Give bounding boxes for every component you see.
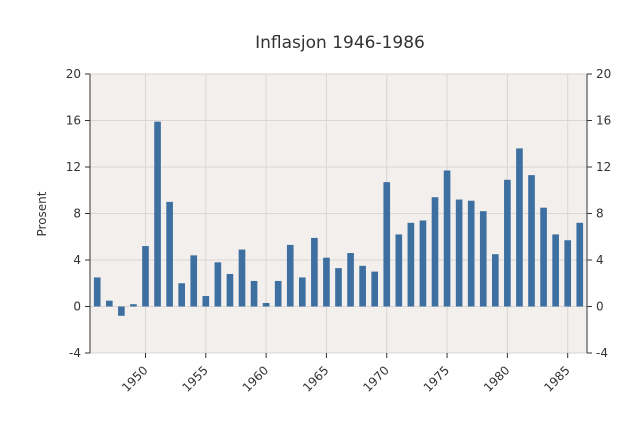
y-tick-label: 20	[66, 67, 81, 81]
bar-1970	[383, 182, 391, 307]
bar-1955	[202, 296, 210, 307]
bar-1949	[130, 304, 137, 307]
bar-1946	[93, 277, 101, 307]
y-tick-label: 8	[73, 207, 81, 221]
bar-1952	[166, 201, 173, 307]
bar-1973	[419, 220, 427, 307]
bar-1974	[431, 197, 439, 307]
bar-1983	[540, 207, 547, 307]
bar-1951	[154, 121, 161, 307]
bar-1961	[274, 280, 282, 307]
x-tick-label: 1965	[300, 363, 331, 394]
bar-1968	[359, 265, 366, 307]
x-tick-label: 1950	[119, 363, 150, 394]
y-tick-label-right: 16	[596, 114, 611, 128]
bar-1981	[516, 148, 523, 307]
bar-1965	[323, 257, 330, 307]
y-tick-label: 16	[66, 114, 81, 128]
bar-1960	[262, 303, 270, 307]
bar-1972	[407, 222, 415, 307]
y-tick-label-right: 20	[596, 67, 611, 81]
bar-1947	[105, 300, 113, 307]
y-tick-label-right: 0	[596, 300, 604, 314]
y-tick-label-right: -4	[596, 346, 608, 360]
bar-1975	[443, 170, 451, 307]
x-tick-label: 1980	[481, 363, 512, 394]
y-tick-label: 12	[66, 160, 81, 174]
bar-1980	[504, 179, 511, 307]
y-tick-label: 4	[73, 253, 81, 267]
bar-1976	[455, 199, 463, 307]
bar-1954	[190, 255, 198, 307]
x-tick-label: 1960	[240, 363, 271, 394]
bar-1957	[226, 273, 234, 307]
y-tick-label: -4	[69, 346, 81, 360]
y-tick-label-right: 8	[596, 207, 604, 221]
bar-1979	[492, 254, 499, 307]
x-tick-label: 1970	[360, 363, 391, 394]
bar-1982	[528, 175, 535, 307]
y-tick-label-right: 12	[596, 160, 611, 174]
bar-1956	[214, 262, 222, 307]
bar-1963	[298, 277, 306, 307]
y-tick-label-right: 4	[596, 253, 604, 267]
bar-1950	[142, 246, 149, 307]
bar-1984	[552, 234, 559, 307]
x-tick-label: 1985	[541, 363, 572, 394]
bar-1986	[576, 222, 584, 307]
y-axis-label: Prosent	[35, 191, 49, 236]
bar-1966	[335, 268, 342, 307]
bar-1958	[238, 249, 246, 307]
bars	[93, 121, 584, 316]
bar-1985	[564, 240, 572, 307]
bar-1967	[347, 253, 354, 307]
x-tick-label: 1955	[179, 363, 210, 394]
bar-1948	[118, 306, 125, 316]
bar-1962	[286, 244, 294, 307]
bar-1953	[178, 283, 185, 307]
bar-1971	[395, 234, 403, 307]
bar-1959	[250, 280, 258, 307]
bar-1977	[467, 200, 475, 307]
y-tick-label: 0	[73, 300, 81, 314]
x-tick-label: 1975	[421, 363, 452, 394]
bar-1969	[371, 271, 379, 307]
bar-1978	[479, 211, 487, 307]
chart-title: Inflasjon 1946-1986	[255, 33, 425, 53]
bar-1964	[311, 237, 318, 307]
